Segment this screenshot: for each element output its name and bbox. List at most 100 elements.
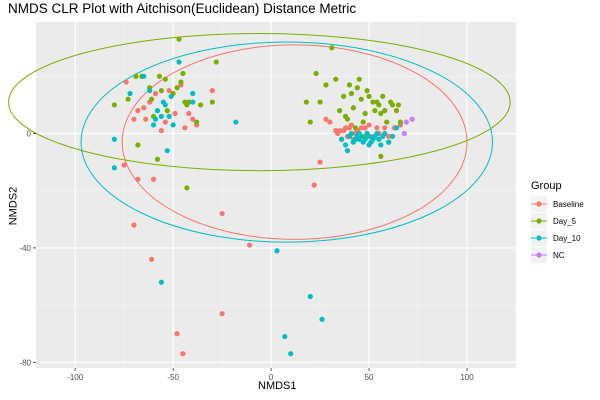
point-day_5 — [378, 153, 384, 159]
point-day_10 — [190, 90, 196, 97]
x-tick-label: 50 — [365, 373, 374, 382]
point-day_5 — [180, 70, 186, 77]
point-baseline — [148, 256, 155, 262]
point-day_10 — [282, 333, 288, 340]
point-baseline — [182, 125, 188, 131]
point-baseline — [180, 351, 186, 357]
point-day_5 — [323, 82, 329, 88]
axis-ticks: -100 -50 0 50 100 -80 -40 0 — [19, 130, 474, 382]
x-tick-label: -100 — [67, 373, 84, 382]
point-day_5 — [307, 119, 313, 125]
point-day_10 — [389, 133, 396, 139]
point-day_5 — [186, 99, 192, 105]
point-day_5 — [358, 96, 364, 102]
point-nc — [403, 119, 409, 125]
point-day_5 — [378, 110, 384, 117]
point-baseline — [219, 210, 225, 217]
point-day_10 — [147, 88, 153, 94]
point-day_5 — [384, 119, 390, 125]
point-day_5 — [197, 102, 204, 108]
point-day_5 — [337, 108, 343, 114]
point-baseline — [246, 242, 253, 248]
point-baseline — [143, 116, 149, 122]
point-baseline — [135, 108, 141, 114]
plot-panel — [36, 22, 516, 368]
point-day_5 — [154, 156, 161, 162]
point-day_5 — [362, 110, 368, 117]
point-day_5 — [111, 102, 117, 108]
major-gridlines — [36, 22, 516, 368]
point-day_5 — [389, 102, 396, 108]
point-nc — [401, 130, 407, 137]
point-day_5 — [352, 125, 358, 131]
point-baseline — [219, 311, 225, 317]
point-day_5 — [380, 93, 386, 99]
point-day_10 — [152, 116, 159, 122]
point-baseline — [135, 176, 141, 182]
point-baseline — [186, 110, 192, 117]
point-day_10 — [164, 148, 170, 154]
point-day_10 — [393, 125, 400, 131]
point-day_10 — [154, 108, 161, 114]
point-day_10 — [274, 248, 280, 254]
point-baseline — [317, 159, 323, 165]
point-day_10 — [356, 136, 362, 142]
point-day_5 — [395, 102, 402, 108]
point-day_10 — [382, 130, 388, 137]
x-tick-label: -50 — [167, 373, 179, 382]
point-day_10 — [166, 113, 172, 119]
point-day_10 — [378, 142, 384, 148]
legend-key-point — [536, 252, 542, 258]
point-day_10 — [158, 113, 164, 119]
point-baseline — [172, 110, 178, 117]
point-baseline — [121, 162, 127, 168]
point-baseline — [335, 130, 341, 137]
point-day_10 — [162, 102, 168, 108]
x-tick-label: 100 — [460, 373, 474, 382]
point-day_10 — [170, 122, 176, 128]
point-day_10 — [362, 136, 368, 142]
chart-title: NMDS CLR Plot with Aitchison(Euclidean) … — [8, 1, 357, 16]
point-baseline — [386, 133, 392, 139]
legend-key-point — [536, 235, 542, 241]
legend-label-baseline: Baseline — [553, 200, 584, 209]
point-baseline — [348, 122, 355, 128]
point-day_10 — [342, 142, 349, 148]
point-day_10 — [386, 139, 392, 145]
point-day_10 — [233, 119, 239, 125]
minor-gridlines — [36, 22, 517, 368]
data-points — [111, 36, 415, 357]
point-day_5 — [397, 119, 404, 125]
point-day_5 — [372, 108, 378, 114]
x-tick-label: 0 — [269, 373, 274, 382]
point-baseline — [209, 88, 215, 94]
point-day_10 — [366, 133, 372, 139]
point-day_5 — [176, 36, 182, 42]
point-baseline — [152, 90, 159, 97]
point-baseline — [362, 125, 368, 131]
point-day_10 — [348, 130, 355, 137]
point-day_5 — [364, 88, 370, 94]
point-day_5 — [313, 70, 319, 77]
legend-title: Group — [531, 180, 562, 192]
point-day_5 — [329, 45, 335, 51]
point-day_5 — [382, 108, 388, 114]
point-baseline — [166, 88, 172, 94]
point-baseline — [190, 116, 196, 122]
point-day_10 — [376, 136, 382, 142]
point-day_5 — [135, 142, 141, 148]
point-day_5 — [370, 99, 376, 105]
point-day_10 — [288, 351, 294, 357]
point-baseline — [174, 331, 180, 337]
legend-key-point — [536, 201, 542, 207]
point-day_5 — [133, 73, 139, 79]
point-day_5 — [366, 93, 372, 99]
legend-key-point — [536, 218, 542, 224]
point-day_10 — [307, 293, 313, 300]
point-baseline — [327, 119, 333, 125]
point-baseline — [382, 125, 388, 131]
point-baseline — [162, 119, 168, 125]
point-day_10 — [111, 165, 117, 171]
point-day_10 — [168, 93, 174, 99]
